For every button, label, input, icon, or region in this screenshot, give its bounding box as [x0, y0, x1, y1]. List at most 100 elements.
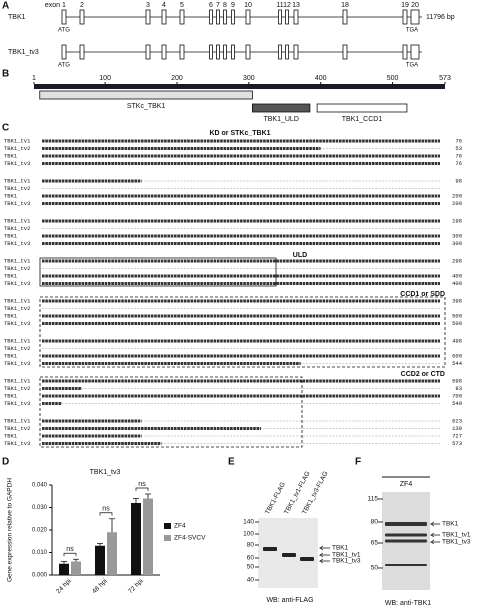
- panel-letter: F: [355, 457, 361, 468]
- stop-codon: TGA: [406, 63, 418, 69]
- y-tick-label: 0.010: [32, 550, 48, 556]
- band: [385, 533, 427, 537]
- exon-number: 3: [146, 2, 150, 9]
- scale-tick-label: 1: [32, 75, 36, 82]
- band: [385, 522, 427, 526]
- sequence-end: 200: [452, 192, 462, 199]
- arrow: [318, 558, 330, 564]
- exon: [293, 9, 299, 25]
- exon: [79, 9, 85, 25]
- x-tick-label: 48 hpi: [91, 578, 108, 595]
- sequence-name: TBK1_tv2: [4, 305, 30, 312]
- sequence-end: 544: [452, 360, 463, 367]
- significance-bracket: [63, 552, 77, 557]
- domain: [316, 103, 408, 113]
- bar: [59, 563, 69, 575]
- sequence-end: 623: [452, 417, 462, 424]
- legend-swatch: [164, 535, 171, 541]
- significance-label: ns: [138, 481, 146, 488]
- arrow: [318, 552, 330, 558]
- exon: [231, 9, 235, 25]
- marker-label: 80: [371, 519, 379, 526]
- sequence-end: 573: [452, 440, 462, 447]
- sequence-name: TBK1_tv1: [4, 257, 31, 264]
- arrow: [429, 532, 440, 538]
- exon-number: 18: [341, 2, 349, 9]
- sequence-name: TBK1_tv2: [4, 265, 30, 272]
- exon: [342, 9, 348, 25]
- band: [263, 547, 277, 551]
- sequence-name: TBK1_tv2: [4, 185, 30, 192]
- sequence-name: TBK1_tv3: [4, 240, 30, 247]
- sequence-end: 300: [452, 240, 462, 247]
- exon-number: 6: [209, 2, 213, 9]
- exon-number: 12: [283, 2, 291, 9]
- scale-tick-label: 400: [315, 75, 327, 82]
- panel-letter: B: [2, 69, 9, 80]
- y-tick-label: 0.000: [32, 573, 48, 579]
- scale-tick-label: 300: [243, 75, 255, 82]
- sequence-name: TBK1_tv3: [4, 320, 30, 327]
- exon: [179, 9, 185, 25]
- marker-label: 100: [243, 531, 254, 538]
- exon: [145, 9, 151, 25]
- band: [385, 564, 427, 566]
- exon: [209, 44, 213, 60]
- exon-number: 11: [276, 2, 283, 9]
- error-bar: [73, 558, 79, 562]
- exon: [209, 9, 213, 25]
- sequence-name: TBK1_tv2: [4, 145, 30, 152]
- caption: WB: anti-FLAG: [266, 597, 313, 604]
- marker-label: 40: [247, 577, 255, 584]
- legend-label: ZF4-SVCV: [174, 535, 206, 542]
- domain-annotation: CCD2 or CTD: [401, 371, 445, 378]
- sequence-end: 596: [452, 377, 462, 384]
- sequence-name: TBK1_tv3: [4, 440, 30, 447]
- y-axis-label: Gene expression relative to GAPDH: [7, 478, 14, 582]
- exon: [402, 9, 408, 25]
- exon: [342, 44, 348, 60]
- exon: [61, 9, 67, 25]
- sequence-end: 549: [452, 400, 462, 407]
- x-tick-label: 72 hpi: [127, 578, 144, 595]
- uld-box: [39, 257, 277, 287]
- legend-label: ZF4: [174, 523, 186, 530]
- sequence-end: 400: [452, 272, 462, 279]
- exon-number: 8: [223, 2, 227, 9]
- exon: [223, 44, 227, 60]
- domain-label: TBK1_ULD: [263, 116, 298, 123]
- sequence-name: TBK1: [4, 352, 18, 359]
- sequence-name: TBK1: [4, 392, 18, 399]
- domain-annotation: KD or STKc_TBK1: [209, 130, 270, 137]
- sequence-name: TBK1_tv3: [4, 360, 30, 367]
- sequence-end: 400: [452, 280, 462, 287]
- bar: [71, 561, 81, 575]
- exon-number: 4: [162, 2, 166, 9]
- band: [385, 539, 427, 543]
- sequence-end: 300: [452, 232, 462, 239]
- domain-label: STKc_TBK1: [127, 103, 166, 110]
- band: [300, 557, 314, 561]
- scale-tick-label: 200: [171, 75, 183, 82]
- arrow: [429, 521, 440, 527]
- significance-label: ns: [66, 546, 74, 553]
- significance-bracket: [99, 512, 113, 516]
- scale-tick-label: 573: [439, 75, 451, 82]
- sequence-end: 83: [455, 385, 462, 392]
- exon-number: 2: [80, 2, 84, 9]
- y-tick-label: 0.040: [32, 483, 48, 489]
- sequence-end: 200: [452, 200, 462, 207]
- sequence-end: 296: [452, 257, 462, 264]
- exon: [216, 44, 220, 60]
- sequence-name: TBK1_tv1: [4, 377, 31, 384]
- start-codon: ATG: [58, 63, 70, 69]
- y-tick-label: 0.030: [32, 505, 48, 511]
- sequence-name: TBK1_tv1: [4, 137, 31, 144]
- exon: [285, 44, 289, 60]
- stop-codon: TGA: [406, 28, 418, 34]
- caption: WB: anti-TBK1: [385, 600, 431, 607]
- x-tick-label: 24 hpi: [55, 578, 72, 595]
- bar: [131, 503, 141, 575]
- sequence-end: 76: [455, 160, 462, 167]
- sequence-name: TBK1_tv1: [4, 337, 31, 344]
